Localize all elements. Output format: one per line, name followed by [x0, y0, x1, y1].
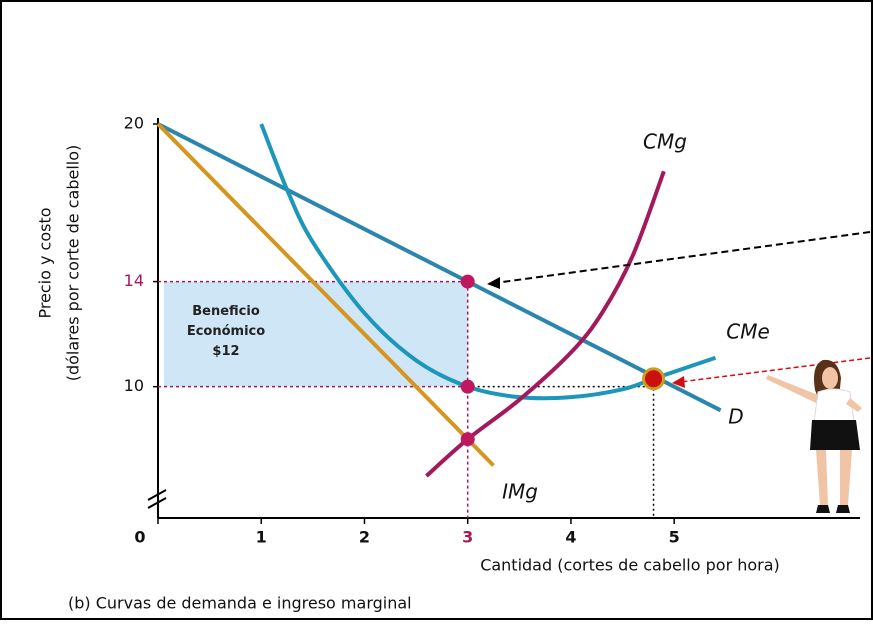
series-label: IMg — [502, 480, 538, 504]
presenter — [766, 359, 862, 513]
series-label: CMe — [726, 320, 770, 344]
y-axis-title: Precio y costo — [36, 207, 55, 318]
plot: Beneficio Económico $12 10 14 20 0 1 2 3 4 5 D IMg CMe… — [36, 114, 860, 613]
profit-area — [164, 281, 468, 387]
profit-label: Económico — [187, 324, 265, 339]
x-axis-title: Cantidad (cortes de cabello por hora) — [480, 556, 780, 575]
x-tick-label: 0 — [134, 528, 145, 547]
curve — [157, 122, 722, 413]
y-tick-label: 20 — [124, 114, 144, 133]
profit-label: Beneficio — [192, 304, 260, 319]
axis-break — [147, 489, 167, 509]
point — [460, 274, 475, 289]
x-tick-label: 5 — [669, 528, 680, 547]
x-tick-label: 1 — [256, 528, 267, 547]
arrow-head — [672, 376, 685, 388]
y-tick-label: 14 — [124, 271, 144, 290]
series-label: D — [728, 405, 743, 429]
arrow-head — [487, 277, 500, 289]
x-tick-label: 2 — [359, 528, 370, 547]
curve — [156, 122, 495, 467]
series-label: CMg — [643, 130, 687, 154]
point — [460, 379, 475, 394]
x-tick-label: 3 — [462, 528, 473, 547]
point — [460, 432, 475, 447]
point — [642, 367, 666, 391]
y-axis-title: (dólares por corte de cabello) — [64, 145, 83, 382]
x-tick-label: 4 — [565, 528, 576, 547]
arrow — [494, 231, 871, 284]
profit-label: $12 — [212, 344, 239, 359]
caption: (b) Curvas de demanda e ingreso marginal — [68, 594, 412, 613]
y-tick-label: 10 — [124, 376, 144, 395]
